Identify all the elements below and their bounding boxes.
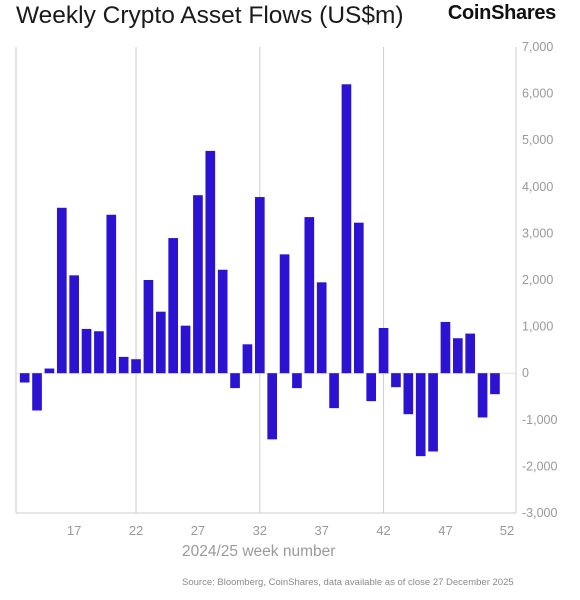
y-tick-label: 0: [522, 366, 529, 380]
bar-week-20: [106, 214, 117, 374]
grid-lines: [15, 47, 517, 514]
source-note: Source: Bloomberg, CoinShares, data avai…: [182, 577, 514, 588]
bar-week-29: [217, 269, 228, 374]
brand-logo: CoinShares: [447, 2, 556, 24]
bar-week-31: [242, 344, 253, 374]
bar-week-33: [267, 373, 278, 440]
bar-week-27: [193, 195, 203, 374]
y-tick-label: -2,000: [522, 459, 557, 473]
y-tick-label: 7,000: [522, 40, 553, 54]
bar-week-40: [353, 222, 364, 374]
y-tick-label: 4,000: [522, 180, 553, 194]
bar-week-48: [453, 338, 463, 374]
bar-week-17: [69, 275, 79, 374]
x-tick-label: 47: [438, 523, 452, 538]
x-tick-label: 22: [129, 523, 143, 538]
y-tick-label: -1,000: [522, 413, 557, 427]
x-tick-label: 42: [376, 523, 390, 538]
bar-week-23: [143, 280, 154, 374]
bar-week-42: [378, 327, 389, 374]
bar-week-19: [94, 331, 104, 374]
chart-title: Weekly Crypto Asset Flows (US$m): [16, 2, 404, 29]
bar-week-35: [292, 373, 302, 389]
bar-week-50: [477, 373, 488, 418]
bar-week-18: [81, 328, 92, 374]
bar-week-38: [329, 373, 339, 409]
y-tick-label: 3,000: [522, 226, 553, 240]
bar-week-34: [279, 254, 290, 374]
y-tick-label: 6,000: [522, 87, 553, 101]
bar-week-44: [403, 373, 414, 415]
bar-week-14: [32, 373, 42, 411]
bar-week-51: [490, 373, 500, 395]
bar-week-22: [131, 359, 141, 374]
bar-week-47: [440, 321, 451, 374]
bar-week-36: [304, 217, 315, 374]
bar-week-41: [366, 373, 377, 402]
x-tick-label: 17: [67, 523, 81, 538]
x-tick-label: 52: [500, 523, 514, 538]
bar-week-32: [254, 197, 265, 374]
bar-week-43: [391, 373, 401, 388]
bar-week-30: [230, 373, 240, 389]
x-tick-label: 37: [314, 523, 328, 538]
bar-week-46: [428, 373, 438, 452]
bar-week-39: [341, 84, 352, 374]
x-tick-label: 32: [253, 523, 267, 538]
y-tick-label: 5,000: [522, 133, 553, 147]
bar-week-37: [316, 282, 327, 374]
y-tick-label: 2,000: [522, 273, 553, 287]
axes-group: -3,000 -2,000 -1,000 0 1,000 2,000 3,000 4,000 5…: [67, 40, 558, 538]
bar-week-28: [205, 150, 216, 374]
bar-week-21: [118, 356, 129, 374]
bar-week-13: [19, 373, 30, 383]
bar-week-25: [168, 238, 179, 374]
bar-week-49: [465, 333, 476, 374]
x-axis-label: 2024/25 week number: [182, 543, 336, 560]
bar-week-15: [44, 368, 55, 374]
bar-week-24: [155, 311, 166, 374]
bars-group: [19, 84, 500, 457]
x-tick-label: 27: [191, 523, 205, 538]
bar-week-26: [180, 325, 191, 374]
bar-week-45: [415, 373, 426, 457]
bar-week-16: [56, 207, 67, 374]
y-tick-label: 1,000: [522, 320, 553, 334]
y-tick-label: -3,000: [522, 506, 557, 520]
